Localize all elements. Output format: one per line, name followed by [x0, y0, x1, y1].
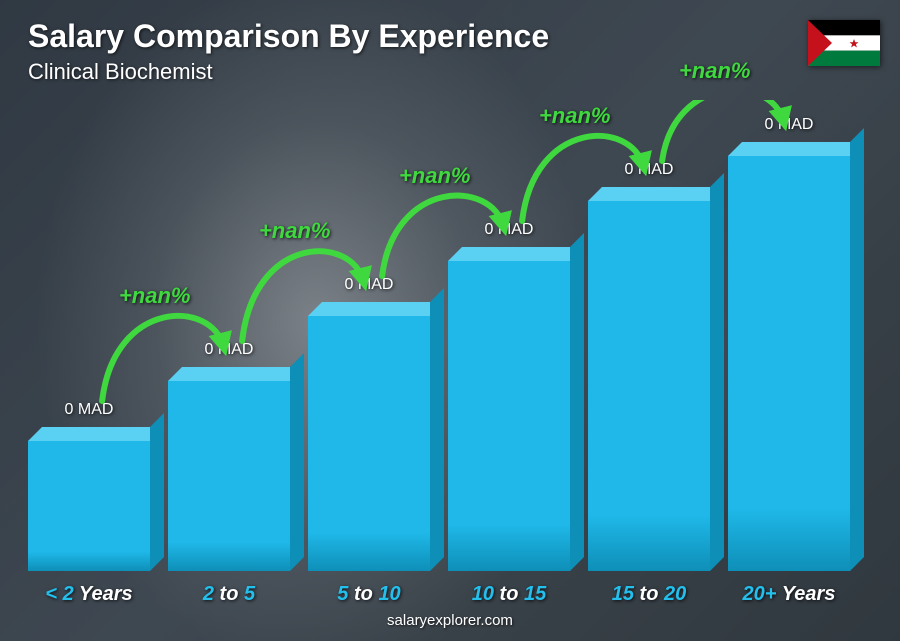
bar-side	[570, 233, 584, 571]
bar-slot-2: 0 MAD5 to 10	[308, 316, 430, 571]
bar-top	[308, 302, 444, 316]
bar-3	[448, 261, 570, 571]
bar-value-label: 0 MAD	[4, 401, 175, 419]
increase-label-3: +nan%	[399, 163, 471, 189]
bar-side	[430, 288, 444, 571]
bar-top	[168, 367, 304, 381]
bar-1	[168, 381, 290, 571]
bar-4	[588, 201, 710, 571]
bar-front	[28, 441, 150, 571]
increase-label-5: +nan%	[679, 58, 751, 84]
increase-label-1: +nan%	[119, 283, 191, 309]
bar-front	[168, 381, 290, 571]
bar-side	[150, 413, 164, 571]
bar-top	[588, 187, 724, 201]
bar-0	[28, 441, 150, 571]
increase-label-2: +nan%	[259, 218, 331, 244]
chart-container: Salary Comparison By Experience Clinical…	[0, 0, 900, 641]
title-block: Salary Comparison By Experience Clinical…	[28, 18, 549, 85]
title-sub: Clinical Biochemist	[28, 59, 549, 85]
bar-value-label: 0 MAD	[284, 276, 455, 294]
bar-x-label: 20+ Years	[691, 583, 886, 606]
title-main: Salary Comparison By Experience	[28, 18, 549, 55]
bar-slot-3: 0 MAD10 to 15	[448, 261, 570, 571]
bar-front	[308, 316, 430, 571]
bar-value-label: 0 MAD	[144, 341, 315, 359]
bar-value-label: 0 MAD	[564, 161, 735, 179]
bar-side	[710, 173, 724, 571]
bar-top	[448, 247, 584, 261]
flag-icon	[808, 20, 880, 66]
bar-value-label: 0 MAD	[424, 221, 595, 239]
bar-side	[290, 353, 304, 571]
bar-5	[728, 156, 850, 571]
bar-side	[850, 128, 864, 571]
bar-value-label: 0 MAD	[704, 116, 875, 134]
chart-area: 0 MAD< 2 Years0 MAD2 to 50 MAD5 to 100 M…	[28, 100, 850, 571]
bar-top	[728, 142, 864, 156]
bar-2	[308, 316, 430, 571]
bar-slot-1: 0 MAD2 to 5	[168, 381, 290, 571]
bar-front	[728, 156, 850, 571]
bar-slot-5: 0 MAD20+ Years	[728, 156, 850, 571]
bar-slot-0: 0 MAD< 2 Years	[28, 441, 150, 571]
bar-top	[28, 427, 164, 441]
bar-front	[448, 261, 570, 571]
bar-slot-4: 0 MAD15 to 20	[588, 201, 710, 571]
bar-front	[588, 201, 710, 571]
increase-label-4: +nan%	[539, 103, 611, 129]
footer-credit: salaryexplorer.com	[0, 612, 900, 629]
